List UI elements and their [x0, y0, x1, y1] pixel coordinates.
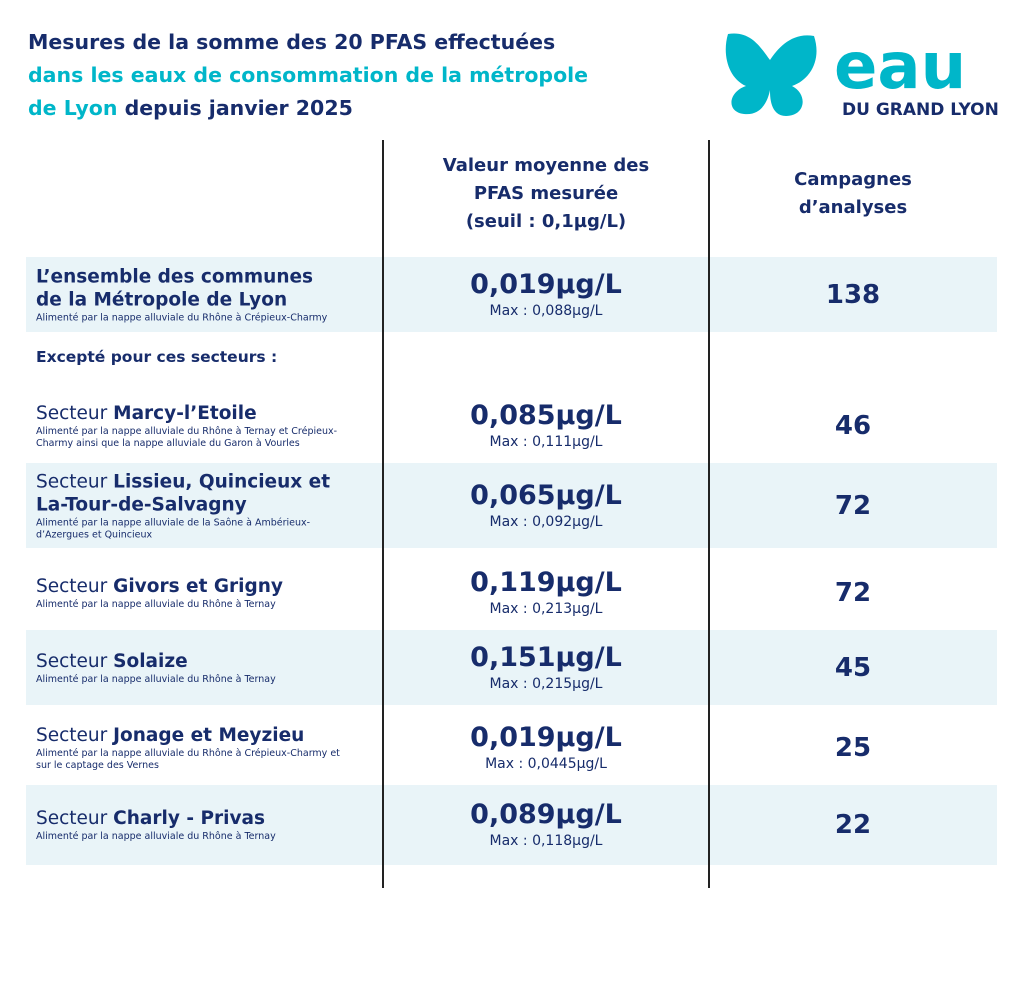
prefix: Secteur	[36, 650, 108, 672]
table-row: Secteur Marcy-l’Etoile Alimenté par la na…	[26, 388, 997, 463]
title-part: de Lyon	[28, 96, 118, 120]
max-value: Max : 0,213µg/L	[489, 600, 603, 617]
row-label: Secteur Solaize Alimenté par la nappe all…	[36, 650, 366, 686]
logo: eau DU GRAND LYON	[725, 30, 999, 120]
header-line: d’analyses	[798, 197, 908, 218]
table-row: Secteur Givors et Grigny Alimenté par la …	[26, 555, 997, 630]
row-note: Alimenté par la nappe alluviale du Rhône…	[36, 673, 276, 685]
max-value: Max : 0,118µg/L	[489, 833, 603, 849]
row-name: Secteur Jonage et Meyzieu	[36, 724, 366, 747]
max-value: Max : 0,088µg/L	[489, 302, 603, 319]
mean-value: 0,019µg/L	[470, 268, 622, 300]
max-value: Max : 0,092µg/L	[489, 513, 603, 530]
count: 138	[825, 279, 881, 310]
divider	[708, 140, 710, 888]
sector-name: Charly - Privas	[113, 808, 266, 829]
row-note: Alimenté par la nappe alluviale du Rhône…	[36, 312, 328, 323]
max-value: Max : 0,215µg/L	[489, 675, 603, 692]
row-label: Secteur Lissieu, Quincieux et La-Tour-de…	[36, 470, 366, 541]
logo-mark	[725, 33, 817, 116]
table-row: L’ensemble des communes de la Métropole d…	[26, 257, 997, 332]
title-part: Mesures de la somme des 20 PFAS effectué…	[28, 30, 556, 54]
prefix: Secteur	[36, 575, 108, 597]
sector-name: Lissieu, Quincieux et La-Tour-de-Salvagn…	[36, 471, 331, 515]
divider	[382, 140, 384, 888]
sector-name: Givors et Grigny	[113, 575, 283, 597]
header-line: (seuil : 0,1µg/L)	[465, 211, 627, 232]
title: Mesures de la somme des 20 PFAS effectué…	[28, 26, 668, 125]
count: 22	[834, 810, 872, 840]
table-row: Secteur Solaize Alimenté par la nappe all…	[26, 630, 997, 705]
sector-name: Marcy-l’Etoile	[113, 402, 257, 424]
prefix: Secteur	[36, 808, 108, 829]
value-cell: 0,119µg/L Max : 0,213µg/L	[383, 567, 709, 619]
prefix: Secteur	[36, 724, 108, 746]
row-note: Alimenté par la nappe alluviale du Rhône…	[36, 425, 338, 449]
logo-word: eau	[834, 30, 966, 104]
mean-value: 0,119µg/L	[470, 566, 622, 598]
max-value: Max : 0,111µg/L	[489, 433, 603, 450]
table-row: Secteur Jonage et Meyzieu Alimenté par la…	[26, 710, 997, 785]
column-header: Campagnes d’analyses	[709, 166, 997, 222]
count: 72	[834, 490, 872, 521]
row-name: Secteur Marcy-l’Etoile	[36, 402, 366, 425]
value-cell: 0,019µg/L Max : 0,0445µg/L	[383, 722, 709, 774]
row-label: L’ensemble des communes de la Métropole d…	[36, 265, 366, 324]
section-label: Excepté pour ces secteurs :	[36, 348, 278, 366]
sector-name: Jonage et Meyzieu	[113, 724, 305, 746]
value-cell: 0,085µg/L Max : 0,111µg/L	[383, 400, 709, 452]
mean-value: 0,085µg/L	[470, 399, 622, 431]
row-note: Alimenté par la nappe alluviale du Rhône…	[36, 598, 276, 610]
value-cell: 0,089µg/L Max : 0,118µg/L	[383, 799, 709, 851]
value-cell: 0,151µg/L Max : 0,215µg/L	[383, 642, 709, 694]
row-label: Secteur Givors et Grigny Alimenté par la …	[36, 575, 366, 611]
prefix: Secteur	[36, 402, 108, 424]
value-cell: 0,019µg/L Max : 0,088µg/L	[383, 269, 709, 321]
row-name: Secteur Lissieu, Quincieux et La-Tour-de…	[36, 470, 366, 516]
max-value: Max : 0,0445µg/L	[485, 755, 607, 772]
count: 46	[834, 410, 872, 441]
row-name: Secteur Givors et Grigny	[36, 575, 366, 598]
name-line: L’ensemble des communes	[36, 266, 314, 287]
mean-value: 0,089µg/L	[470, 799, 622, 830]
row-label: Secteur Charly - Privas Alimenté par la n…	[36, 807, 366, 843]
prefix: Secteur	[36, 471, 108, 492]
count: 72	[834, 577, 872, 608]
header-line: Campagnes	[794, 169, 912, 190]
row-name: Secteur Charly - Privas	[36, 807, 366, 830]
mean-value: 0,019µg/L	[470, 721, 622, 753]
row-note: Alimenté par la nappe alluviale du Rhône…	[36, 831, 276, 842]
sector-name: Solaize	[113, 650, 188, 672]
row-note: Alimenté par la nappe alluviale du Rhône…	[36, 747, 340, 771]
row-note: Alimenté par la nappe alluviale de la Sa…	[36, 517, 311, 540]
row-label: Secteur Jonage et Meyzieu Alimenté par la…	[36, 724, 366, 772]
table-row: Secteur Charly - Privas Alimenté par la n…	[26, 785, 997, 865]
table-row: Secteur Lissieu, Quincieux et La-Tour-de…	[26, 463, 997, 548]
mean-value: 0,065µg/L	[470, 479, 622, 511]
header-line: Valeur moyenne des	[442, 155, 650, 176]
title-part: dans les eaux de consommation de la métr…	[28, 63, 589, 87]
count: 45	[834, 652, 872, 683]
row-label: Secteur Marcy-l’Etoile Alimenté par la na…	[36, 402, 366, 450]
count: 25	[834, 732, 872, 763]
row-name: L’ensemble des communes de la Métropole d…	[36, 265, 366, 311]
value-cell: 0,065µg/L Max : 0,092µg/L	[383, 480, 709, 532]
row-name: Secteur Solaize	[36, 650, 366, 673]
name-line: de la Métropole de Lyon	[36, 289, 288, 310]
header-line: PFAS mesurée	[473, 183, 619, 204]
title-part: depuis janvier 2025	[124, 96, 353, 120]
mean-value: 0,151µg/L	[470, 641, 622, 673]
logo-subtitle: DU GRAND LYON	[842, 100, 999, 120]
column-header: Valeur moyenne des PFAS mesurée (seuil : 0…	[383, 152, 709, 236]
